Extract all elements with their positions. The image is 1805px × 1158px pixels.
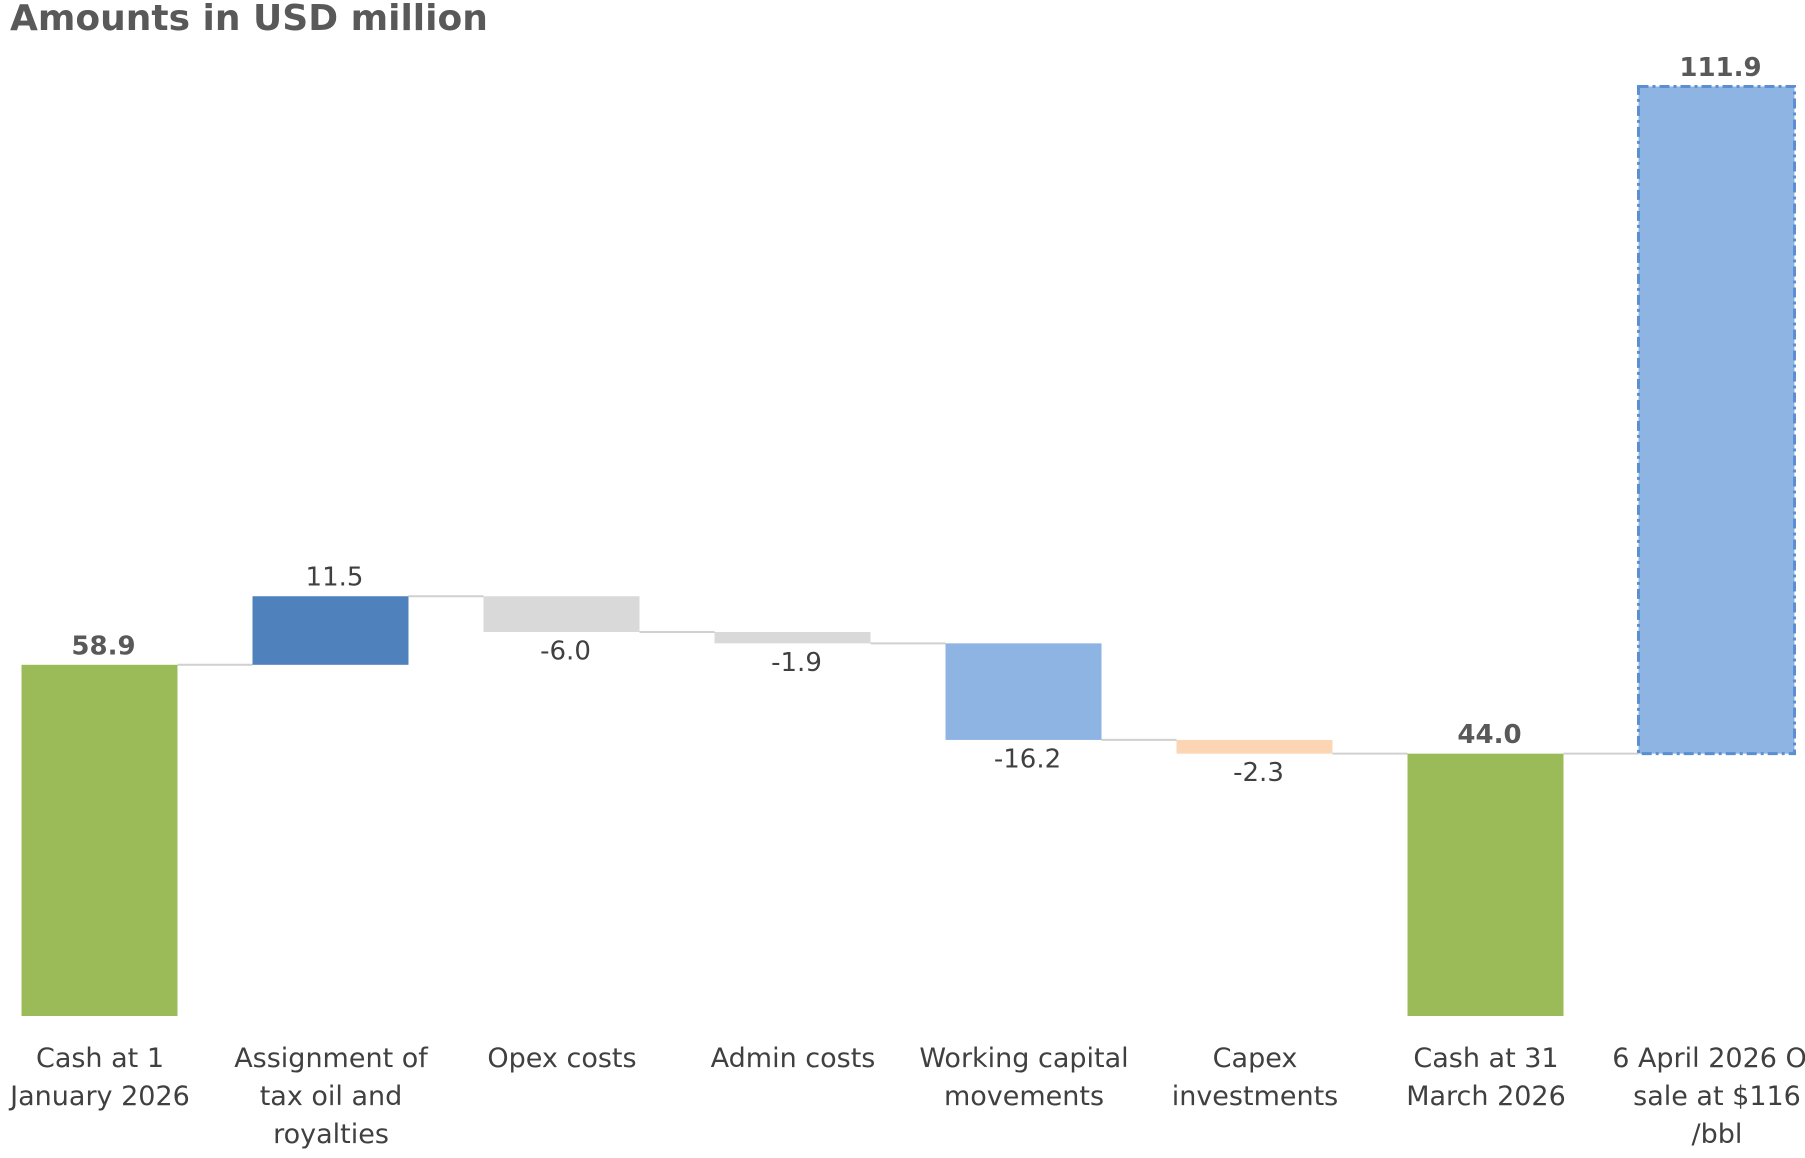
data-label: -16.2 [994,744,1061,774]
x-tick-label: Assignment of tax oil and royalties [234,1043,428,1150]
x-tick-label: Admin costs [710,1043,876,1074]
bar [21,664,178,1016]
data-label: 58.9 [71,631,135,661]
data-label: 11.5 [306,563,364,593]
data-label: -2.3 [1233,758,1284,788]
x-tick-label: Cash at 1 January 2026 [10,1043,190,1112]
bar [1637,84,1796,756]
bar [483,596,640,633]
bar [945,643,1102,740]
bar [1176,739,1333,754]
x-tick-label: 6 April 2026 Oil sale at $116 /bbl [1612,1043,1805,1150]
data-label: 44.0 [1457,720,1521,750]
data-label: -6.0 [540,637,591,667]
x-tick-label: Capex investments [1171,1043,1339,1112]
chart-title: Amounts in USD million [10,0,488,39]
bar [714,632,871,644]
x-tick-label: Working capital movements [919,1043,1129,1112]
x-tick-label: Opex costs [487,1043,637,1074]
x-tick-label: Cash at 31 March 2026 [1406,1043,1566,1112]
data-label: -1.9 [771,648,822,678]
bar [252,596,409,665]
bar [1407,753,1564,1016]
data-label: 111.9 [1679,53,1761,83]
